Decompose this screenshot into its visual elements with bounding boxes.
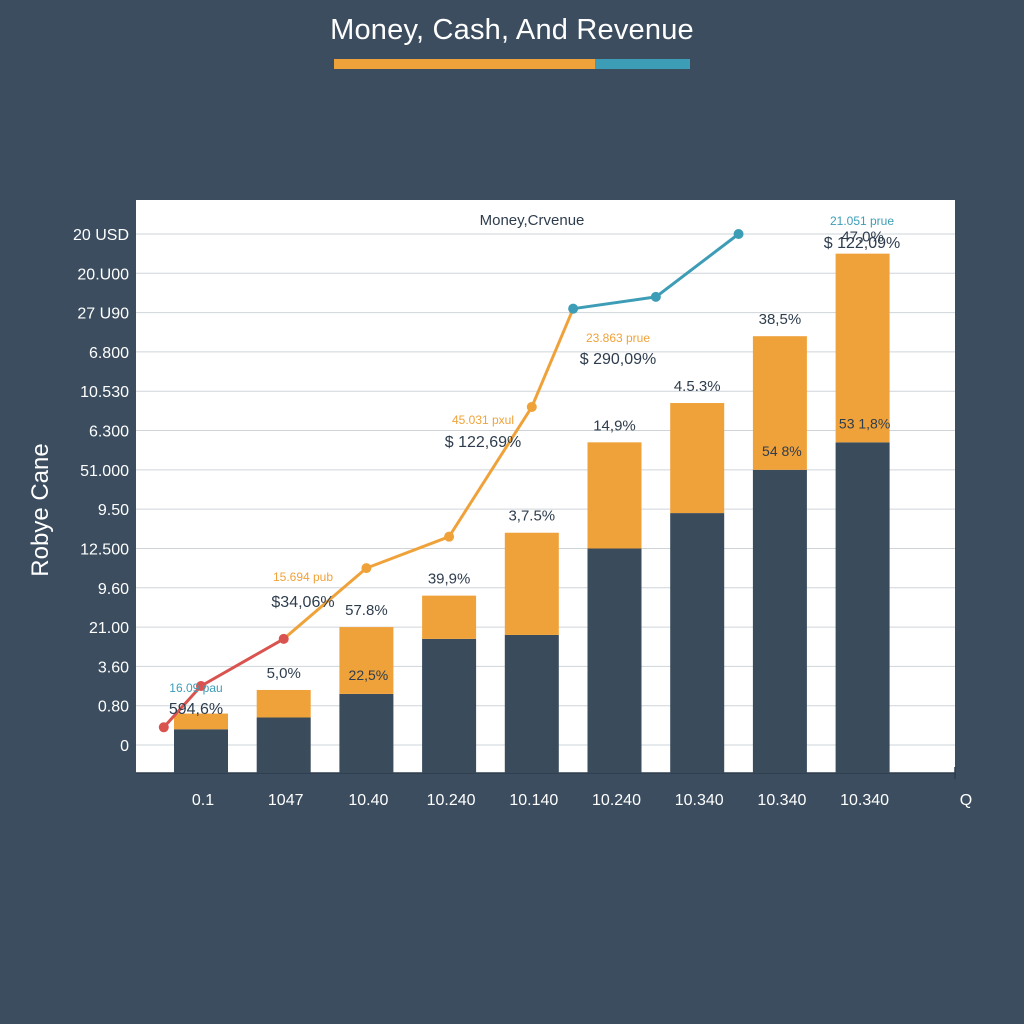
line-point — [196, 681, 206, 692]
bar-base — [422, 638, 477, 773]
annotation-small: 15.694 pub — [273, 570, 333, 584]
x-tick-label: 10.140 — [509, 792, 558, 809]
y-axis-label: Robye Cane — [27, 443, 54, 576]
x-tick-label: 10.340 — [840, 792, 889, 809]
bar-value-label: 14,9% — [593, 417, 636, 434]
annotation-small: 23.863 prue — [586, 331, 650, 345]
line-point — [650, 291, 661, 302]
bar-value-label: 57.8% — [345, 602, 388, 619]
bar-increment — [339, 627, 394, 694]
bar-base — [835, 442, 890, 773]
y-tick-label: 10.530 — [80, 384, 129, 401]
x-tick-label: 10.340 — [757, 792, 806, 809]
bar-value-label: 38,5% — [759, 311, 802, 328]
y-tick-label: 6.800 — [89, 345, 129, 362]
x-tick-label: 10.40 — [348, 792, 388, 809]
bar-base — [587, 548, 642, 773]
plot-title: Money,Crvenue — [480, 212, 585, 229]
y-tick-label: 3.60 — [98, 659, 129, 676]
y-tick-label: 21.00 — [89, 620, 129, 637]
line-point — [526, 401, 537, 412]
bar-increment — [504, 532, 559, 635]
y-tick-label: 0.80 — [98, 699, 129, 716]
bar-base — [752, 469, 807, 773]
bar-increment — [174, 713, 228, 730]
x-tick-label: 10.340 — [675, 792, 724, 809]
y-tick-label: 27 U90 — [77, 306, 129, 323]
annotation-small: 21.051 prue — [830, 214, 894, 228]
bar-increment — [587, 442, 642, 549]
bar-increment — [835, 253, 890, 443]
bar-value-label: 39,9% — [428, 571, 471, 588]
line-point — [444, 531, 455, 542]
x-tick-label: 1047 — [268, 792, 304, 809]
y-tick-label: 20 USD — [73, 227, 129, 244]
y-tick-label: 0 — [120, 738, 129, 755]
bar-value-label: 3,7.5% — [508, 508, 555, 525]
bar-value-label: 4.5.3% — [674, 378, 721, 395]
bar-increment — [752, 336, 807, 470]
line-point — [361, 563, 372, 574]
y-tick-label: 9.60 — [98, 581, 129, 598]
line-point — [568, 303, 579, 314]
x-tick-label: 0.1 — [192, 792, 214, 809]
y-tick-label: 9.50 — [98, 502, 129, 519]
bar-value-label: 5,0% — [267, 665, 301, 682]
y-tick-label: 12.500 — [80, 541, 129, 558]
bar-increment — [256, 689, 311, 718]
bar-inner-label: 54 8% — [762, 443, 802, 459]
bar-increment — [422, 595, 477, 639]
bar-inner-label: 22,5% — [349, 667, 389, 683]
y-tick-label: 20.U00 — [77, 266, 129, 283]
page-title: Money, Cash, And Revenue — [330, 14, 694, 46]
bar-base — [339, 693, 394, 773]
annotation-value: $ 122,09% — [824, 235, 901, 252]
bar-base — [504, 634, 559, 773]
bar-base — [256, 717, 311, 773]
title-underline — [334, 59, 690, 69]
title-underline-blue — [595, 59, 690, 69]
bar-inner-label: 53 1,8% — [839, 415, 890, 431]
bar-increment — [670, 403, 725, 514]
bar-value-label: 47,0% — [841, 229, 884, 246]
x-tick-label: 10.240 — [427, 792, 476, 809]
title-underline-orange — [334, 59, 595, 69]
bar-base — [174, 729, 228, 773]
annotation-value: $ 122,69% — [445, 434, 522, 451]
line-point — [278, 633, 289, 644]
line-point — [158, 722, 169, 733]
annotation-value: 594,6% — [169, 701, 223, 718]
annotation-small: 45.031 pxul — [452, 413, 514, 427]
bar-base — [670, 513, 725, 773]
x-tick-label: 10.240 — [592, 792, 641, 809]
y-tick-label: 6.300 — [89, 424, 129, 441]
annotation-value: $ 290,09% — [580, 351, 657, 368]
y-tick-label: 51.000 — [80, 463, 129, 480]
line-point — [733, 229, 744, 239]
x-axis-end-label: Q — [960, 792, 972, 809]
annotation-value: $34,06% — [271, 594, 334, 611]
annotation-small: 16.09 pau — [169, 681, 222, 695]
